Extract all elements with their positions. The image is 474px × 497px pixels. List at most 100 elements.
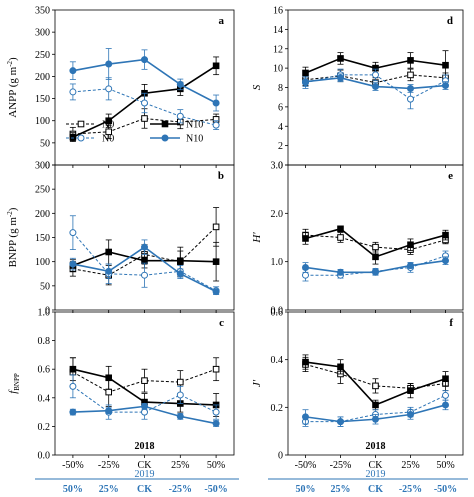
series-n10-2019 bbox=[302, 399, 449, 427]
legend-label: N10 bbox=[186, 120, 203, 131]
data-point bbox=[302, 78, 309, 86]
data-point bbox=[407, 241, 414, 249]
y-axis-label: BNPP (g m-2) bbox=[6, 207, 19, 267]
y-tick-label: 100 bbox=[35, 257, 50, 268]
data-point bbox=[141, 243, 148, 251]
y-label-subscript: BNPP bbox=[13, 373, 21, 391]
x-label-top: CK bbox=[138, 460, 153, 471]
y-label-superscript: -2 bbox=[6, 60, 14, 66]
panel-b: 0 50 100 150 200 250 300 BNPP (g m-2) b bbox=[6, 161, 235, 317]
data-point bbox=[69, 67, 77, 75]
data-point bbox=[302, 358, 309, 366]
data-point bbox=[105, 374, 113, 382]
y-label-end: ) bbox=[7, 57, 19, 61]
y-tick-label: 14 bbox=[273, 25, 283, 36]
data-point bbox=[141, 56, 148, 64]
panel-letter: d bbox=[447, 15, 453, 27]
data-point bbox=[69, 229, 77, 237]
data-point bbox=[337, 268, 344, 276]
series-n0-2019 bbox=[69, 77, 220, 130]
x-label-bottom: -25% bbox=[169, 484, 192, 495]
data-point bbox=[337, 55, 344, 62]
series-n10-2019 bbox=[69, 239, 220, 296]
data-point bbox=[407, 71, 414, 79]
y-tick-label: 350 bbox=[35, 6, 50, 17]
data-point bbox=[407, 262, 414, 270]
y-label-unit: (g m bbox=[7, 66, 19, 90]
series-n10-2019 bbox=[302, 256, 449, 276]
data-point bbox=[141, 402, 148, 410]
y-label-unit: (g m bbox=[7, 217, 19, 241]
data-point bbox=[105, 388, 113, 396]
y-axis-label: H' bbox=[251, 232, 263, 244]
data-point bbox=[372, 243, 379, 251]
x-label-top: -50% bbox=[295, 460, 317, 471]
series-line bbox=[72, 368, 217, 393]
y-tick-label: 0.2 bbox=[38, 422, 51, 433]
y-tick-label: 16 bbox=[273, 6, 283, 17]
x-label-bottom: CK bbox=[368, 484, 383, 495]
data-point bbox=[442, 375, 449, 383]
data-point bbox=[407, 387, 414, 394]
legend-marker bbox=[77, 134, 85, 142]
y-axis-label: ANPP (g m-2) bbox=[6, 57, 19, 118]
data-point bbox=[105, 117, 113, 125]
data-point bbox=[105, 248, 113, 256]
y-tick-label: 0 bbox=[278, 161, 283, 172]
data-point bbox=[141, 377, 148, 384]
y-tick-label: 0 bbox=[45, 161, 50, 172]
legend: N0 N10 N0 N10 bbox=[66, 120, 203, 145]
data-point bbox=[442, 401, 449, 409]
series-n10-2019 bbox=[302, 73, 449, 93]
x-label-top: -25% bbox=[98, 460, 120, 471]
y-label-main: f bbox=[7, 389, 19, 394]
data-point bbox=[176, 80, 184, 88]
data-point bbox=[372, 253, 379, 261]
y-tick-label: 0.6 bbox=[38, 365, 51, 376]
data-point bbox=[337, 74, 344, 82]
year-label-2019: 2019 bbox=[366, 469, 386, 480]
data-point bbox=[337, 225, 344, 233]
y-tick-label: 8 bbox=[278, 83, 283, 94]
data-point bbox=[442, 231, 449, 239]
y-tick-label: 0.2 bbox=[271, 403, 284, 414]
y-axis-label: J' bbox=[251, 379, 263, 387]
y-tick-label: 10 bbox=[273, 64, 283, 75]
x-label-bottom: 50% bbox=[296, 484, 316, 495]
y-tick-label: 6 bbox=[278, 102, 283, 113]
data-point bbox=[302, 271, 309, 279]
y-axis-label: S bbox=[251, 84, 263, 90]
y-tick-label: 250 bbox=[35, 185, 50, 196]
data-point bbox=[442, 82, 449, 90]
x-label-bottom: -25% bbox=[399, 484, 422, 495]
data-point bbox=[69, 408, 77, 416]
x-label-bottom: CK bbox=[137, 484, 152, 495]
y-tick-label: 0.0 bbox=[271, 306, 284, 317]
y-tick-label: 0 bbox=[45, 306, 50, 317]
y-label-main: H' bbox=[251, 232, 263, 244]
series-n10-2018 bbox=[302, 225, 449, 265]
data-point bbox=[337, 418, 344, 426]
legend-marker bbox=[161, 134, 169, 142]
data-point bbox=[212, 99, 220, 107]
data-point bbox=[141, 257, 148, 264]
data-point bbox=[141, 115, 148, 122]
y-tick-label: 100 bbox=[35, 116, 50, 127]
data-point bbox=[176, 112, 184, 120]
x-label-top: 25% bbox=[401, 460, 419, 471]
y-tick-label: 12 bbox=[273, 44, 283, 55]
series-n10-2018 bbox=[302, 354, 449, 411]
y-tick-label: 0.6 bbox=[271, 308, 284, 319]
y-label-superscript: -2 bbox=[6, 211, 14, 217]
data-point bbox=[212, 62, 220, 70]
data-point bbox=[212, 288, 220, 296]
y-label-main: BNPP bbox=[7, 240, 19, 267]
data-point bbox=[372, 401, 379, 409]
y-tick-label: 0.8 bbox=[38, 336, 51, 347]
data-point bbox=[372, 83, 379, 91]
data-point bbox=[212, 121, 220, 129]
x-axis-labels-col-1: 2018 -50% -25% CK 25% 50% 2019 50% 25% CK -25% -50% bbox=[35, 441, 239, 495]
panel-letter: b bbox=[218, 170, 224, 182]
year-label-2019: 2019 bbox=[135, 469, 155, 480]
data-point bbox=[407, 95, 414, 103]
